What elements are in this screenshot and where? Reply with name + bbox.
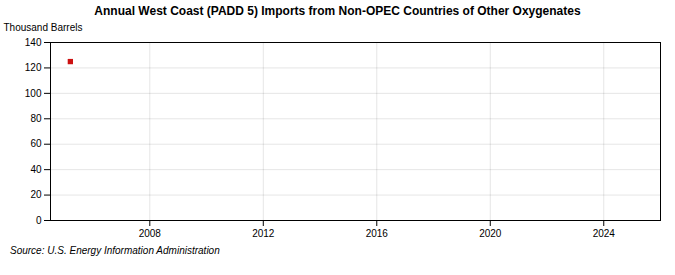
svg-text:Thousand Barrels: Thousand Barrels: [4, 22, 83, 33]
svg-text:2020: 2020: [479, 228, 502, 239]
svg-text:20: 20: [30, 189, 42, 200]
svg-text:2008: 2008: [139, 228, 162, 239]
html-text:Source: U.S. Energy Informatio: Source: U.S. Energy Information Administ…: [10, 245, 220, 256]
svg-text:80: 80: [30, 113, 42, 124]
svg-text:2024: 2024: [593, 228, 616, 239]
svg-text:2012: 2012: [252, 228, 275, 239]
svg-text:140: 140: [25, 37, 42, 48]
html-text:Annual West Coast (PADD 5) Imp: Annual West Coast (PADD 5) Imports from …: [94, 4, 581, 18]
svg-text:40: 40: [30, 164, 42, 175]
svg-text:100: 100: [25, 88, 42, 99]
svg-text:60: 60: [30, 138, 42, 149]
svg-text:2016: 2016: [366, 228, 389, 239]
svg-text:120: 120: [25, 62, 42, 73]
svg-text:0: 0: [36, 215, 42, 226]
